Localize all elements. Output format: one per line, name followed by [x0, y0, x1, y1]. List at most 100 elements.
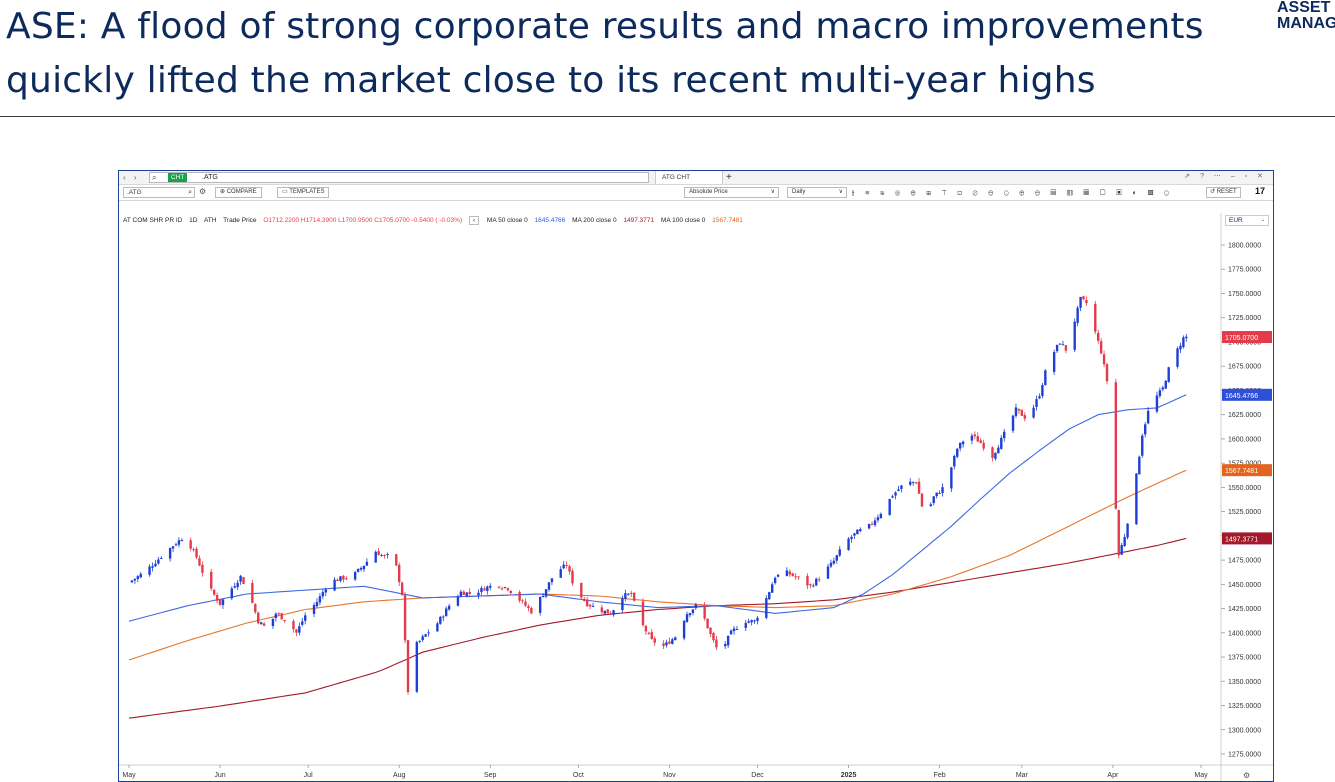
- axis-settings-icon: ⚙: [1243, 771, 1250, 780]
- candle-body: [1085, 299, 1088, 304]
- legend-ma200-value: 1497.3771: [623, 217, 655, 224]
- candle-body: [1000, 437, 1003, 449]
- x-tick-label: Sep: [484, 772, 497, 779]
- y-tick-label: 1750.0000: [1228, 291, 1261, 298]
- title-divider: [0, 116, 1335, 117]
- candle-body: [682, 620, 686, 639]
- x-tick-label: May: [122, 772, 136, 779]
- candle-body: [342, 575, 345, 580]
- candle-body: [333, 579, 336, 591]
- candle-body: [873, 520, 877, 526]
- x-tick-label: Aug: [393, 772, 406, 779]
- candle-body: [415, 641, 419, 692]
- candle-body: [254, 604, 257, 613]
- candle-body: [180, 540, 184, 542]
- ma200-tag: 1497.3771: [1225, 536, 1258, 543]
- candle-body: [1064, 345, 1068, 351]
- candle-body: [1105, 364, 1109, 382]
- candle-body: [1061, 344, 1065, 346]
- y-tick-label: 1725.0000: [1228, 315, 1261, 322]
- candle-body: [712, 633, 715, 641]
- last-price-tag-bg: [1222, 331, 1272, 344]
- candle-body: [606, 609, 609, 614]
- candle-body: [1099, 341, 1103, 354]
- drawing-tools-icons[interactable]: ⫲ ≡ ≋ ⊜ ⊕ ⊞ ⊤ ⊡ ⊘ ⊖ ⊙ ⊕ ⊖ ▤ ▥ ▦ ▢ ▣ ◐ ▩ …: [852, 188, 1174, 197]
- candle-body: [362, 565, 366, 570]
- candle-body: [735, 628, 739, 630]
- candle-body: [462, 591, 466, 595]
- candle-body: [674, 637, 677, 640]
- window-controls[interactable]: ⇗ ? ⋯ – ▫ ✕: [1184, 173, 1267, 180]
- command-bar[interactable]: ⌕ CHT .ATG: [149, 172, 649, 183]
- candle-body: [386, 554, 389, 556]
- legend-collapse-button[interactable]: ‹: [468, 216, 480, 225]
- x-tick-label: Jul: [304, 772, 313, 779]
- ma50-tag-bg: [1222, 388, 1272, 401]
- candle-body: [218, 599, 222, 605]
- candle-body: [233, 586, 236, 588]
- candle-body: [447, 605, 451, 610]
- candle-body: [694, 604, 698, 609]
- candle-body: [624, 593, 627, 599]
- new-tab-button[interactable]: +: [726, 172, 732, 183]
- search-icon: ⌕: [152, 173, 157, 182]
- candle-body: [1182, 337, 1185, 348]
- candle-body: [221, 599, 225, 606]
- candle-body: [177, 540, 181, 545]
- price-mode-select[interactable]: Absolute Price ∨: [684, 187, 779, 198]
- legend-ma100-value: 1567.7481: [712, 217, 743, 224]
- candle-body: [970, 435, 974, 441]
- candle-body: [524, 601, 527, 606]
- candle-body: [1052, 352, 1056, 372]
- interval-select[interactable]: Daily ∨: [787, 187, 847, 198]
- candle-body: [662, 643, 665, 647]
- compare-button[interactable]: ⊕ COMPARE: [215, 187, 262, 198]
- candle-body: [1017, 408, 1021, 411]
- currency-select[interactable]: EUR ⌄: [1225, 215, 1269, 226]
- candle-body: [295, 629, 298, 633]
- templates-button[interactable]: ▭ TEMPLATES: [277, 187, 330, 198]
- candle-body: [1044, 370, 1047, 386]
- reset-button[interactable]: ↺ RESET: [1206, 187, 1241, 198]
- candle-body: [750, 620, 753, 623]
- y-tick-label: 1450.0000: [1228, 582, 1261, 589]
- candle-body: [973, 434, 977, 437]
- legend-ma100-label: MA 100 close 0: [660, 217, 706, 224]
- candle-body: [917, 481, 921, 494]
- candle-body: [383, 555, 386, 557]
- candle-body: [791, 573, 794, 576]
- y-tick-label: 1350.0000: [1228, 679, 1261, 686]
- cht-function-tag[interactable]: CHT: [168, 173, 188, 182]
- ticker-search-icon[interactable]: ⌕: [188, 189, 192, 196]
- nav-arrows[interactable]: ‹ ›: [123, 173, 140, 182]
- candle-body: [292, 621, 295, 630]
- tab-atg-cht[interactable]: ATG CHT: [655, 171, 723, 184]
- settings-icon[interactable]: ⚙: [199, 187, 207, 196]
- ticker-input[interactable]: .ATG ⌕: [123, 187, 195, 198]
- y-tick-label: 1625.0000: [1228, 412, 1261, 419]
- candle-body: [621, 598, 624, 611]
- price-chart[interactable]: 1800.00001775.00001750.00001725.00001700…: [119, 171, 1274, 782]
- y-tick-label: 1325.0000: [1228, 703, 1261, 710]
- candle-body: [856, 529, 859, 535]
- candle-body: [979, 440, 982, 443]
- candle-body: [503, 587, 507, 589]
- candle-body: [568, 566, 571, 572]
- candle-body: [486, 586, 489, 591]
- candle-body: [771, 584, 774, 593]
- y-tick-label: 1575.0000: [1228, 461, 1261, 468]
- candle-body: [756, 617, 759, 621]
- candle-body: [136, 576, 140, 580]
- candle-body: [647, 632, 651, 634]
- candle-body: [888, 498, 891, 515]
- candle-body: [688, 613, 692, 616]
- candle-body: [1020, 409, 1024, 416]
- candle-body: [644, 625, 648, 632]
- candle-body: [991, 447, 994, 458]
- candle-body: [321, 592, 325, 597]
- slide-title: ASE: A flood of strong corporate results…: [6, 0, 1246, 108]
- ma50-tag: 1645.4766: [1225, 393, 1258, 400]
- candle-body: [603, 610, 606, 614]
- candle-body: [709, 627, 712, 635]
- candle-body: [847, 538, 850, 551]
